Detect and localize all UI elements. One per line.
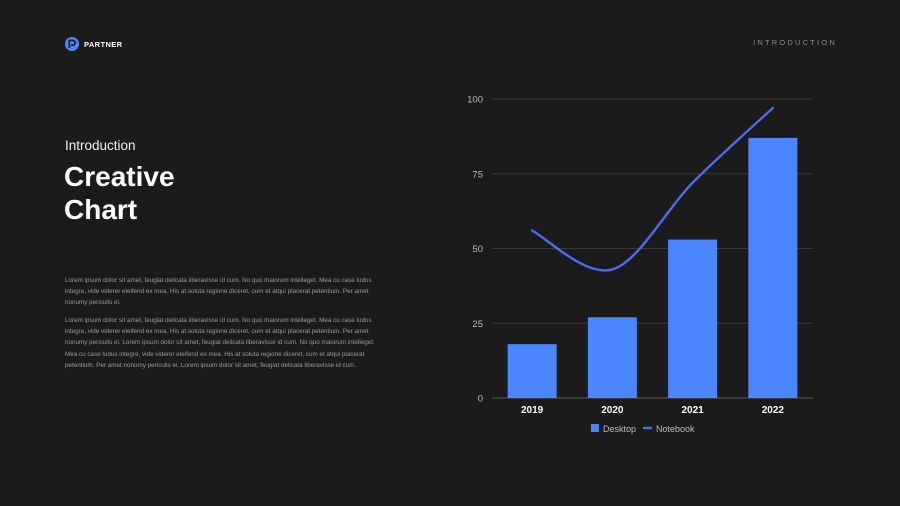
section-label: INTRODUCTION [753,38,837,47]
body-paragraph-2: Lorem ipsum dolor sit amet, feugiat deli… [65,317,375,369]
page-title: Creative Chart [64,160,175,226]
x-tick-label: 2022 [762,405,785,416]
x-tick-label: 2021 [682,405,705,416]
x-tick-label: 2019 [521,405,544,416]
y-tick-label: 100 [467,95,483,106]
y-tick-label: 25 [472,319,483,330]
bar-desktop-2019 [507,344,557,398]
y-tick-label: 50 [472,244,483,255]
y-tick-label: 75 [472,169,483,180]
combo-chart: 0 25 50 75 100 2019 2020 2021 2022 Desktop Noteboo… [467,95,813,434]
partner-logo-icon [65,37,79,51]
line-notebook [530,106,775,272]
legend-swatch-desktop [591,424,599,432]
title-line-1: Creative [64,161,175,192]
intro-eyebrow: Introduction [65,138,136,153]
brand-name: PARTNER [84,39,123,49]
bar-desktop-2021 [668,239,718,398]
body-paragraph-1: Lorem ipsum dolor sit amet, feugiat deli… [65,277,372,307]
y-tick-label: 0 [478,394,483,405]
brand-logo: PARTNER [65,37,123,51]
x-tick-label: 2020 [601,405,624,416]
bar-desktop-2022 [748,137,798,398]
title-line-2: Chart [64,194,138,225]
legend-label-notebook: Notebook [656,424,695,434]
legend-label-desktop: Desktop [603,424,636,434]
bar-desktop-2020 [587,317,637,398]
